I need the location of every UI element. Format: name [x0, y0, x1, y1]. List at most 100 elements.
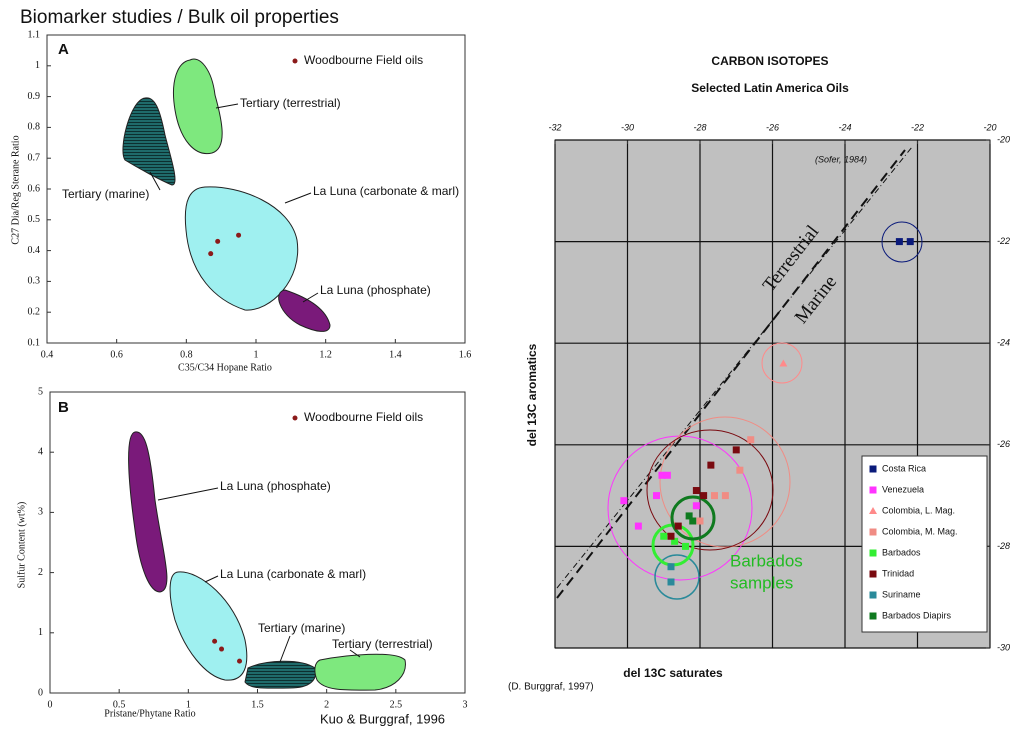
x-axis-label: Pristane/Phytane Ratio: [104, 708, 195, 719]
data-point: [663, 471, 671, 479]
y-tick-label: 0.5: [28, 214, 41, 225]
annotation: Tertiary (terrestrial): [240, 96, 341, 110]
x-tick-label: 1: [254, 349, 259, 360]
data-point: [219, 646, 225, 652]
legend-label: Trinidad: [882, 568, 914, 578]
data-point: [671, 537, 679, 545]
region: [314, 653, 406, 691]
trend-line: [556, 146, 913, 589]
x-tick-label: 0: [48, 699, 53, 710]
legend-label: Suriname: [882, 589, 921, 599]
y-tick-label: 4: [38, 446, 43, 457]
source: (D. Burggraf, 1997): [508, 682, 594, 693]
x-tick-label: -20: [983, 122, 996, 132]
data-point: [692, 487, 700, 495]
leader: [149, 103, 319, 303]
x-tick-label: -32: [548, 122, 561, 132]
group-circle: [646, 429, 774, 551]
data-point: [700, 492, 708, 500]
data-point: [653, 492, 660, 500]
data-point: [732, 446, 740, 454]
x-tick-label: 1: [186, 699, 191, 710]
group-circle: [881, 221, 923, 263]
x-tick-label: 1.2: [319, 349, 332, 360]
data-point: [634, 522, 642, 530]
x-tick-label: 1.6: [459, 349, 472, 360]
data-point: [696, 517, 704, 525]
y-tick-label: -30: [997, 642, 1010, 652]
data-point: [208, 251, 214, 257]
data-point: [674, 522, 682, 530]
annotation: Barbados: [730, 551, 803, 570]
y-axis-label: C27 Dia/Reg Sterane Ratio: [10, 135, 21, 244]
y-tick-label: 1: [38, 627, 43, 638]
x-tick-label: 2.5: [390, 699, 403, 710]
y-tick-label: 0.8: [28, 122, 41, 133]
data-point: [692, 502, 700, 510]
data-point: [869, 591, 877, 599]
y-axis-label: Sulfur Content (wt%): [16, 502, 27, 589]
x-tick-label: 1.5: [251, 699, 264, 710]
chart-title: CARBON ISOTOPES: [711, 54, 828, 68]
y-tick-label: -20: [997, 134, 1010, 144]
y-tick-label: 0.4: [28, 245, 41, 256]
data-point: [707, 461, 715, 469]
group-circle: [659, 416, 791, 548]
data-point: [869, 507, 877, 514]
data-point: [906, 238, 914, 246]
annotation: (Sofer, 1984): [815, 154, 867, 164]
group-outlines: [556, 146, 923, 600]
y-tick-label: 2: [38, 567, 43, 578]
y-tick-label: 0.9: [28, 91, 41, 102]
legend-label: Barbados: [882, 547, 921, 557]
x-tick-label: -24: [838, 122, 851, 132]
annotation: La Luna (phosphate): [220, 479, 331, 493]
x-tick-label: 0.6: [110, 349, 123, 360]
x-tick-label: -22: [911, 122, 924, 132]
data-point: [721, 492, 729, 500]
data-point: [869, 570, 877, 578]
data-point: [212, 638, 218, 644]
data-point: [869, 528, 877, 536]
leader: [157, 487, 361, 663]
data-point: [236, 232, 242, 238]
trend-line: [556, 149, 906, 599]
y-tick-label: 0.6: [28, 183, 41, 194]
data-point: [658, 471, 666, 479]
data-point: [869, 612, 877, 620]
legend-label: Woodbourne Field oils: [304, 53, 423, 67]
y-axis-label: del 13C aromatics: [525, 343, 539, 446]
region: [173, 58, 223, 155]
y-tick-label: 0.2: [28, 306, 41, 317]
data-point: [667, 563, 675, 571]
data-point: [869, 486, 877, 494]
x-tick-label: -30: [621, 122, 634, 132]
plot-frame: [49, 391, 466, 694]
data-point: [292, 415, 298, 421]
region: [122, 97, 176, 186]
data-point: [667, 578, 675, 586]
data-point: [682, 542, 689, 550]
legend-label: Barbados Diapirs: [882, 610, 952, 620]
figure-title: Biomarker studies / Bulk oil properties: [20, 7, 339, 28]
data-point: [667, 532, 675, 540]
legend-box: [861, 455, 988, 633]
group-circle: [654, 554, 700, 600]
legend-label: Costa Rica: [882, 463, 926, 473]
panel-letter: A: [58, 41, 69, 58]
x-tick-label: -26: [766, 122, 779, 132]
data-point: [779, 359, 788, 367]
x-tick-label: 2: [324, 699, 329, 710]
y-tick-label: 5: [38, 386, 43, 397]
y-tick-label: 0.7: [28, 152, 41, 163]
region: [169, 571, 248, 681]
x-tick-label: 0.8: [180, 349, 193, 360]
data-point: [747, 436, 755, 444]
x-tick-label: 0.5: [113, 699, 126, 710]
y-tick-label: -28: [997, 541, 1010, 551]
y-tick-label: -24: [997, 338, 1010, 348]
legend-label: Colombia, L. Mag.: [882, 505, 955, 515]
x-axis-label: del 13C saturates: [623, 666, 723, 680]
data-point: [685, 512, 693, 520]
region: [244, 660, 317, 689]
